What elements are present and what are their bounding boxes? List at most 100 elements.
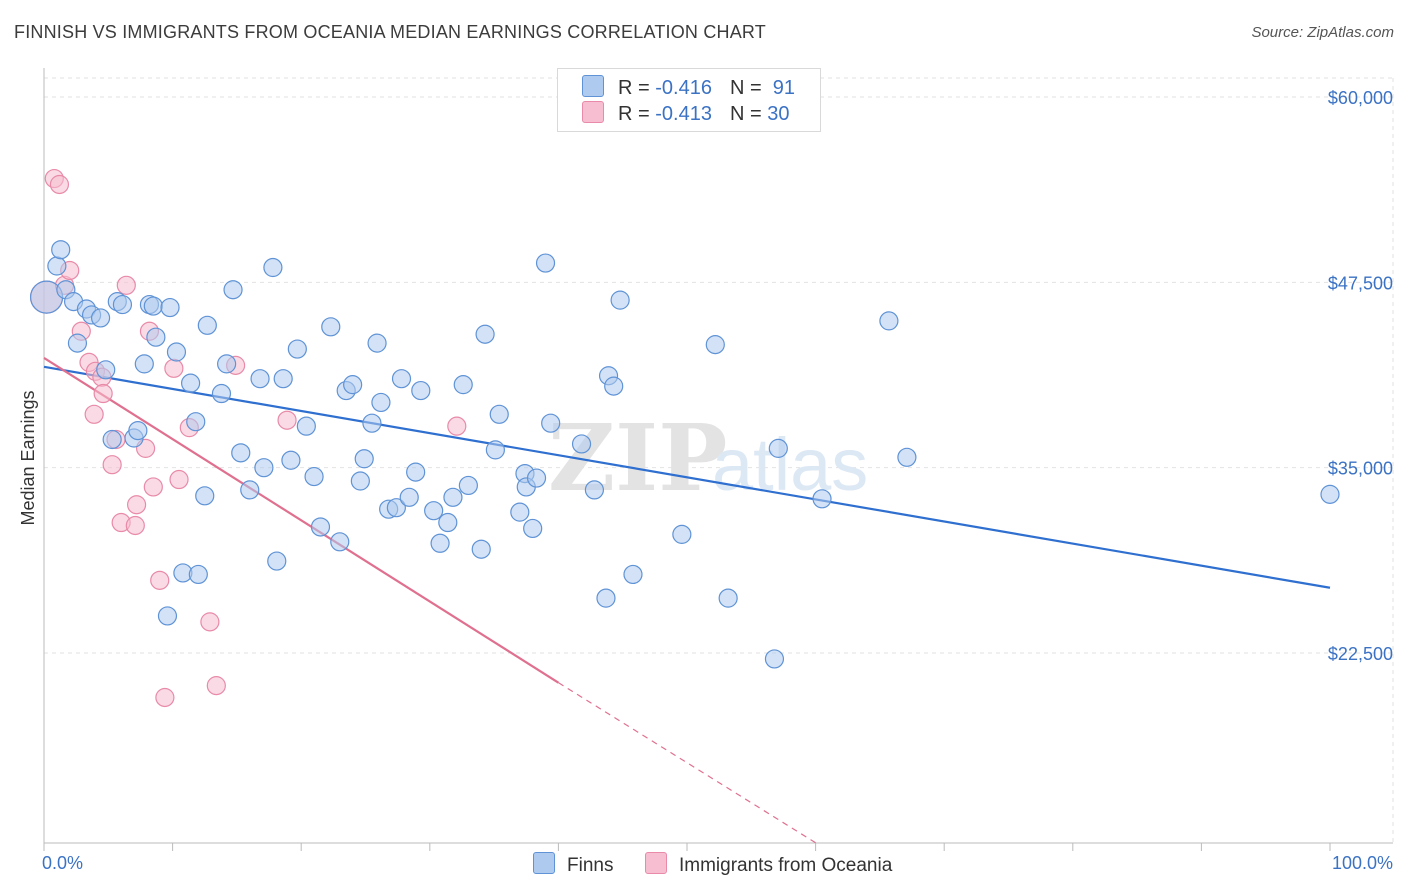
y-tick-label: $47,500	[1328, 273, 1393, 293]
finns-point	[181, 373, 201, 393]
finns-r-label: R =	[618, 77, 656, 99]
finns-point	[143, 296, 163, 316]
finns-point	[610, 290, 630, 310]
oceania-point	[150, 570, 170, 590]
finns-point	[67, 333, 88, 353]
finns-point	[195, 486, 215, 506]
oceania-point	[49, 174, 70, 195]
finns-point	[371, 392, 391, 413]
finns-point	[485, 440, 505, 460]
finns-point	[343, 375, 363, 395]
oceania-r-label: R =	[618, 103, 656, 125]
finns-point	[768, 438, 788, 458]
finns-point	[571, 434, 592, 454]
finns-point	[273, 369, 293, 389]
finns-point	[897, 447, 917, 467]
oceania-point	[102, 455, 122, 475]
finns-point	[584, 480, 605, 500]
finns-point	[102, 429, 122, 450]
finns-point	[386, 498, 406, 518]
finns-legend-swatch	[533, 852, 555, 874]
finns-point	[718, 588, 738, 608]
finns-point	[321, 317, 341, 337]
finns-point	[523, 518, 543, 539]
oceania-swatch	[582, 101, 604, 123]
finns-point	[250, 369, 270, 389]
oceania-point	[169, 469, 189, 490]
finns-point	[623, 564, 643, 585]
oceania-point	[93, 383, 113, 404]
finns-point	[186, 412, 206, 432]
oceania-legend-label: Immigrants from Oceania	[679, 855, 893, 876]
finns-point	[399, 487, 419, 507]
finns-point	[217, 354, 237, 374]
x-tick-label-max: 100.0%	[1332, 853, 1393, 873]
oceania-point	[155, 687, 175, 708]
source-credit: Source: ZipAtlas.com	[1251, 24, 1394, 41]
bottom-legend-finns: Finns	[533, 852, 613, 878]
oceania-point	[116, 275, 136, 295]
finns-point	[411, 380, 431, 401]
oceania-point	[126, 495, 147, 515]
finns-point	[223, 280, 243, 300]
finns-point	[596, 588, 616, 608]
finns-point	[764, 649, 785, 669]
x-tick-label-min: 0.0%	[42, 853, 83, 873]
finns-point	[287, 339, 307, 359]
finns-swatch	[582, 75, 604, 97]
y-tick-label: $22,500	[1328, 644, 1393, 664]
finns-point	[672, 524, 692, 544]
finns-point	[453, 375, 473, 395]
finns-point	[281, 450, 301, 470]
finns-point	[310, 517, 331, 537]
oceania-point	[447, 416, 467, 436]
finns-point	[604, 376, 624, 396]
finns-point	[391, 369, 412, 389]
finns-point	[267, 551, 287, 571]
finns-n-value: 91	[767, 77, 796, 99]
finns-point	[146, 327, 166, 347]
finns-point	[188, 564, 208, 585]
finns-point	[330, 532, 350, 552]
oceania-point	[206, 676, 226, 696]
finns-point	[406, 462, 426, 482]
finns-point	[263, 257, 283, 278]
finns-point	[166, 342, 187, 362]
oceania-n-label: N =	[729, 103, 768, 125]
finns-point	[475, 324, 495, 344]
finns-point	[47, 256, 67, 276]
finns-r-value: -0.416	[655, 77, 712, 99]
finns-point	[812, 489, 832, 509]
stats-legend: R = -0.416 N = 91 R = -0.413 N = 30	[557, 68, 821, 132]
finns-point	[134, 354, 154, 374]
finns-point	[240, 480, 260, 500]
finns-point	[231, 443, 251, 463]
bottom-legend-oceania: Immigrants from Oceania	[645, 852, 892, 878]
finns-point	[541, 413, 561, 433]
finns-point	[438, 512, 458, 533]
finns-point	[362, 413, 382, 433]
finns-point	[51, 240, 71, 260]
y-tick-label: $35,000	[1328, 459, 1393, 479]
finns-point	[705, 335, 725, 355]
finns-point	[535, 253, 556, 273]
oceania-trend-line	[43, 357, 559, 684]
finns-point	[430, 533, 450, 553]
finns-point	[304, 466, 324, 487]
finns-point	[471, 539, 491, 559]
finns-point	[296, 416, 316, 436]
finns-point	[458, 475, 478, 496]
watermark-atlas: atlas	[712, 423, 868, 506]
finns-point	[510, 502, 530, 522]
axes	[43, 68, 1393, 851]
finns-point	[197, 315, 217, 335]
finns-point	[112, 294, 133, 315]
oceania-trend-extension	[558, 682, 816, 844]
oceania-points	[29, 168, 467, 708]
oceania-point	[125, 515, 145, 536]
finns-legend-label: Finns	[567, 855, 614, 876]
finns-point	[424, 501, 444, 521]
finns-point	[157, 606, 178, 626]
legend-row-finns: R = -0.416 N = 91	[582, 75, 795, 101]
